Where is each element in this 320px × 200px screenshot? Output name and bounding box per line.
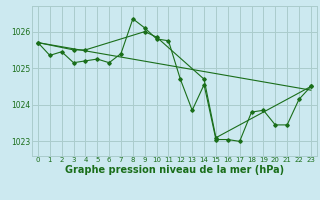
X-axis label: Graphe pression niveau de la mer (hPa): Graphe pression niveau de la mer (hPa) bbox=[65, 165, 284, 175]
